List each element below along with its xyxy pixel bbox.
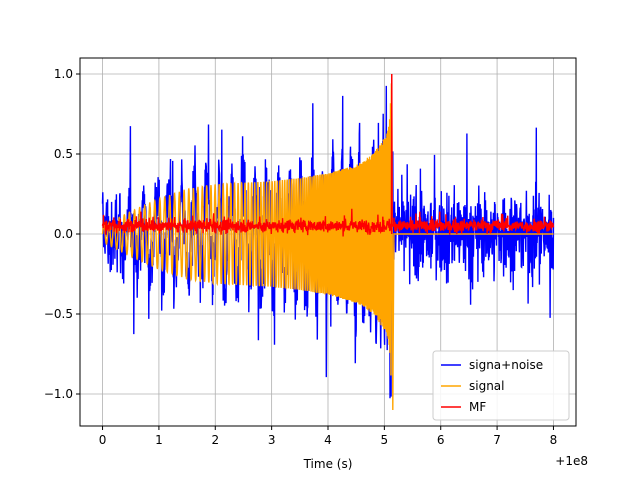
x-tick-label-4: 4 (324, 433, 332, 447)
legend: signa+noise signal MF (432, 350, 570, 421)
x-axis-offset-label: +1e8 (555, 454, 588, 468)
x-tick-label-7: 7 (493, 433, 501, 447)
x-tick-label-0: 0 (99, 433, 107, 447)
y-tick-label-1: −0.5 (44, 307, 73, 321)
axes-layer: 0 1 2 3 4 5 6 7 8 −1.0 −0.5 0.0 0.5 1.0 (44, 57, 577, 447)
x-tick-label-6: 6 (437, 433, 445, 447)
series-mf-line (101, 73, 555, 237)
y-tick-label-3: 0.5 (54, 147, 73, 161)
x-tick-label-5: 5 (381, 433, 389, 447)
legend-label-signal: signal (469, 379, 505, 393)
y-tick-label-4: 1.0 (54, 67, 73, 81)
legend-box (432, 350, 570, 421)
x-tick-label-8: 8 (550, 433, 558, 447)
x-tick-label-1: 1 (155, 433, 163, 447)
legend-label-mf: MF (469, 400, 486, 414)
x-tick-label-2: 2 (211, 433, 219, 447)
y-tick-label-0: −1.0 (44, 387, 73, 401)
legend-label-signa-noise: signa+noise (469, 358, 543, 372)
y-tick-label-2: 0.0 (54, 227, 73, 241)
series-layer (101, 73, 555, 411)
x-tick-label-3: 3 (268, 433, 276, 447)
x-axis-label: Time (s) (303, 457, 353, 471)
